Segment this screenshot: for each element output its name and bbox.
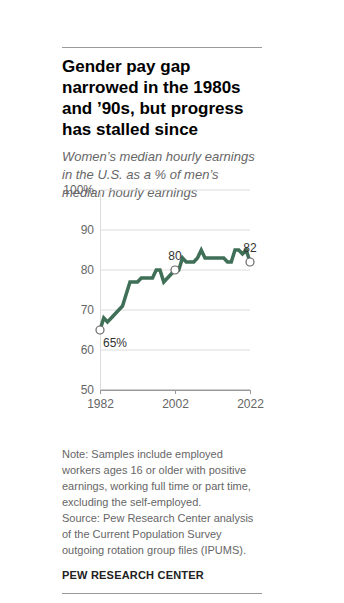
y-tick: 80 <box>81 263 100 277</box>
data-label: 65% <box>103 336 127 350</box>
top-rule <box>62 47 262 48</box>
x-tick: 2022 <box>237 390 264 411</box>
source: Source: Pew Research Center analysis of … <box>62 510 264 558</box>
y-tick-label: 70 <box>81 303 95 317</box>
y-tick-label: 60 <box>81 343 95 357</box>
point-marker <box>171 266 179 274</box>
data-label: 80 <box>168 249 182 263</box>
title: Gender pay gap narrowed in the 1980s and… <box>62 56 264 140</box>
x-tick: 1982 <box>87 390 114 411</box>
point-marker <box>246 258 254 266</box>
chart: 50 60 70 80 90 100% 1982 2002 2022 65% 80 82 <box>0 170 344 432</box>
y-tick: 100% <box>63 183 100 197</box>
x-tick-mark <box>250 390 251 394</box>
footer: Note: Samples include employed workers a… <box>62 446 264 583</box>
y-tick: 50 <box>81 383 100 397</box>
bottom-rule <box>62 593 262 594</box>
data-labels: 65% 80 82 <box>103 241 257 350</box>
y-tick-label: 90 <box>81 223 95 237</box>
y-tick: 90 <box>81 223 100 237</box>
x-tick: 2002 <box>162 390 189 411</box>
y-tick-label: 50 <box>81 383 95 397</box>
note: Note: Samples include employed workers a… <box>62 446 264 510</box>
grid-line <box>100 230 250 231</box>
x-axis-line <box>101 391 251 395</box>
plot-area <box>96 250 254 334</box>
x-tick-mark <box>100 390 101 394</box>
point-marker <box>96 326 104 334</box>
grid-line <box>100 310 250 311</box>
grid-line <box>100 190 250 191</box>
y-tick-label: 100% <box>63 183 94 197</box>
y-tick: 60 <box>81 343 100 357</box>
y-tick-label: 80 <box>81 263 95 277</box>
grid <box>100 190 250 390</box>
y-axis-line <box>100 191 101 391</box>
y-tick: 70 <box>81 303 100 317</box>
x-tick-label: 1982 <box>87 397 114 411</box>
x-tick-mark <box>175 390 176 394</box>
x-tick-label: 2002 <box>162 397 189 411</box>
line <box>100 250 250 330</box>
x-tick-label: 2022 <box>237 397 264 411</box>
y-axis: 50 60 70 80 90 100% <box>63 183 100 397</box>
credit: PEW RESEARCH CENTER <box>62 567 264 583</box>
header: Gender pay gap narrowed in the 1980s and… <box>62 56 264 202</box>
data-label: 82 <box>243 241 257 255</box>
x-axis: 1982 2002 2022 <box>87 390 264 411</box>
